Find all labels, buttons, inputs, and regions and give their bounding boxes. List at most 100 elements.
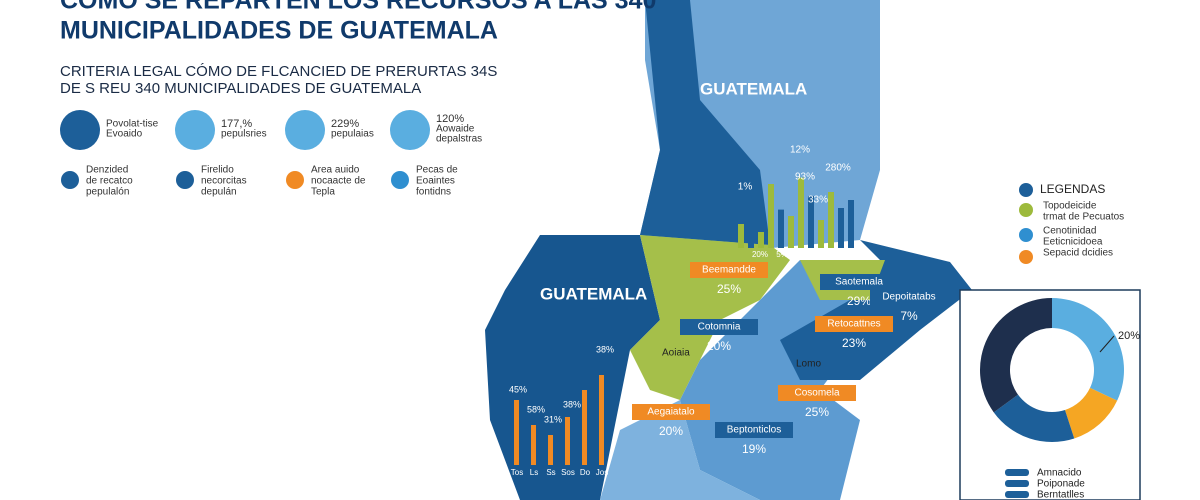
note-text: Eoaintes bbox=[416, 176, 455, 187]
stat-icon bbox=[175, 110, 215, 150]
bar-label: 38% bbox=[596, 344, 614, 354]
bar-category: Do bbox=[580, 468, 591, 477]
bar-label: 280% bbox=[825, 163, 851, 174]
map-region bbox=[640, 0, 770, 245]
bar bbox=[848, 200, 854, 248]
region-box bbox=[815, 316, 893, 332]
region-box bbox=[690, 262, 768, 278]
bar bbox=[818, 220, 824, 248]
region-name: Saotemala bbox=[835, 277, 883, 288]
donut-caption: Poiponade bbox=[1037, 479, 1085, 490]
bar-axis-label: Bo bbox=[843, 250, 853, 259]
legend-text: Sepacid dcidies bbox=[1043, 248, 1113, 259]
note-text: fontidns bbox=[416, 187, 451, 198]
bar-axis-label: 20% bbox=[752, 250, 768, 259]
region-name: Beptonticlos bbox=[727, 425, 781, 436]
region-name: Cosomela bbox=[794, 388, 839, 399]
stat-icon bbox=[285, 110, 325, 150]
stat-text: pepulsries bbox=[221, 129, 267, 140]
donut-segment bbox=[993, 394, 1075, 443]
legend-marker bbox=[1019, 183, 1033, 197]
donut-segment bbox=[980, 298, 1052, 413]
caption-marker bbox=[1005, 491, 1029, 498]
stat-text: 177,% bbox=[221, 118, 252, 130]
bar-label: 45% bbox=[509, 384, 527, 394]
note-icon bbox=[391, 171, 409, 189]
bar-category: Ls bbox=[530, 468, 538, 477]
region-value: 19% bbox=[742, 442, 766, 456]
donut-segment bbox=[1064, 387, 1118, 439]
map-region bbox=[520, 400, 760, 500]
bar-label: 33% bbox=[808, 195, 828, 206]
region-name: Cotomnia bbox=[698, 322, 741, 333]
title: MUNICIPALIDADES DE GUATEMALA bbox=[60, 17, 498, 45]
leader-line bbox=[1099, 335, 1115, 353]
region-value: 23% bbox=[842, 336, 866, 350]
bar-label: 58% bbox=[527, 404, 545, 414]
region-box bbox=[870, 289, 948, 305]
bar-label: 31% bbox=[544, 414, 562, 424]
legend-marker bbox=[1019, 203, 1033, 217]
title: CÓMO SE REPARTEN LOS RECURSOS A LAS 340 bbox=[60, 0, 656, 15]
bar bbox=[798, 177, 804, 248]
region-value: 7% bbox=[900, 309, 918, 323]
bar bbox=[565, 417, 570, 465]
bar-axis-label: 5% bbox=[776, 250, 788, 259]
bar-category: Sos bbox=[561, 468, 575, 477]
subtitle: CRITERIA LEGAL CÓMO DE FLCANCIED DE PRER… bbox=[60, 63, 497, 80]
legend-text: Eeticnicidoea bbox=[1043, 237, 1103, 248]
region-value: 29% bbox=[847, 294, 871, 308]
bar bbox=[582, 390, 587, 465]
stat-text: Povolat-tise bbox=[106, 119, 159, 130]
bar-label: 38% bbox=[563, 399, 581, 409]
bar bbox=[808, 196, 814, 248]
region-box bbox=[778, 385, 856, 401]
legend-marker bbox=[1019, 250, 1033, 264]
note-text: Area auido bbox=[311, 165, 360, 176]
note-text: Pecas de bbox=[416, 165, 458, 176]
bar bbox=[738, 224, 744, 248]
note-icon bbox=[61, 171, 79, 189]
region-name: Beemandde bbox=[702, 265, 756, 276]
region-value: 25% bbox=[805, 405, 829, 419]
note-text: depulán bbox=[201, 187, 237, 198]
region-box bbox=[632, 404, 710, 420]
bar bbox=[514, 400, 519, 465]
region-box bbox=[680, 319, 758, 335]
bar bbox=[531, 425, 536, 465]
bar-axis-label: 25% bbox=[818, 250, 834, 259]
bar-category: Tos bbox=[511, 468, 523, 477]
stat-text: 120% bbox=[436, 113, 464, 125]
bar bbox=[778, 209, 784, 248]
donut-label: 20% bbox=[1118, 330, 1140, 342]
bar-label: 12% bbox=[790, 145, 810, 156]
bar bbox=[758, 232, 764, 248]
bar bbox=[748, 204, 754, 248]
bar bbox=[788, 216, 794, 248]
bar-label: 1% bbox=[738, 182, 753, 193]
note-icon bbox=[176, 171, 194, 189]
stat-text: Aowaide bbox=[436, 124, 475, 135]
bar-label: 93% bbox=[795, 172, 815, 183]
place-label: Aoiaia bbox=[662, 348, 690, 359]
map-label: GUATEMALA bbox=[540, 284, 647, 303]
note-text: pepulalón bbox=[86, 187, 129, 198]
map-region bbox=[780, 240, 972, 380]
region-value: 20% bbox=[707, 339, 731, 353]
note-text: necorcitas bbox=[201, 176, 247, 187]
region-value: 20% bbox=[659, 424, 683, 438]
legend-title: LEGENDAS bbox=[1040, 182, 1105, 196]
stat-text: 229% bbox=[331, 118, 359, 130]
stat-icon bbox=[60, 110, 100, 150]
stat-icon bbox=[390, 110, 430, 150]
donut-caption: Berntatlles bbox=[1037, 490, 1084, 500]
region-name: Retocattnes bbox=[827, 319, 880, 330]
donut-caption: Amnacido bbox=[1037, 468, 1082, 479]
caption-marker bbox=[1005, 469, 1029, 476]
region-box bbox=[820, 274, 898, 290]
subtitle: DE S REU 340 MUNICIPALIDADES DE GUATEMAL… bbox=[60, 80, 421, 97]
legend-marker bbox=[1019, 228, 1033, 242]
note-text: Tepla bbox=[311, 187, 335, 198]
bar bbox=[828, 192, 834, 248]
